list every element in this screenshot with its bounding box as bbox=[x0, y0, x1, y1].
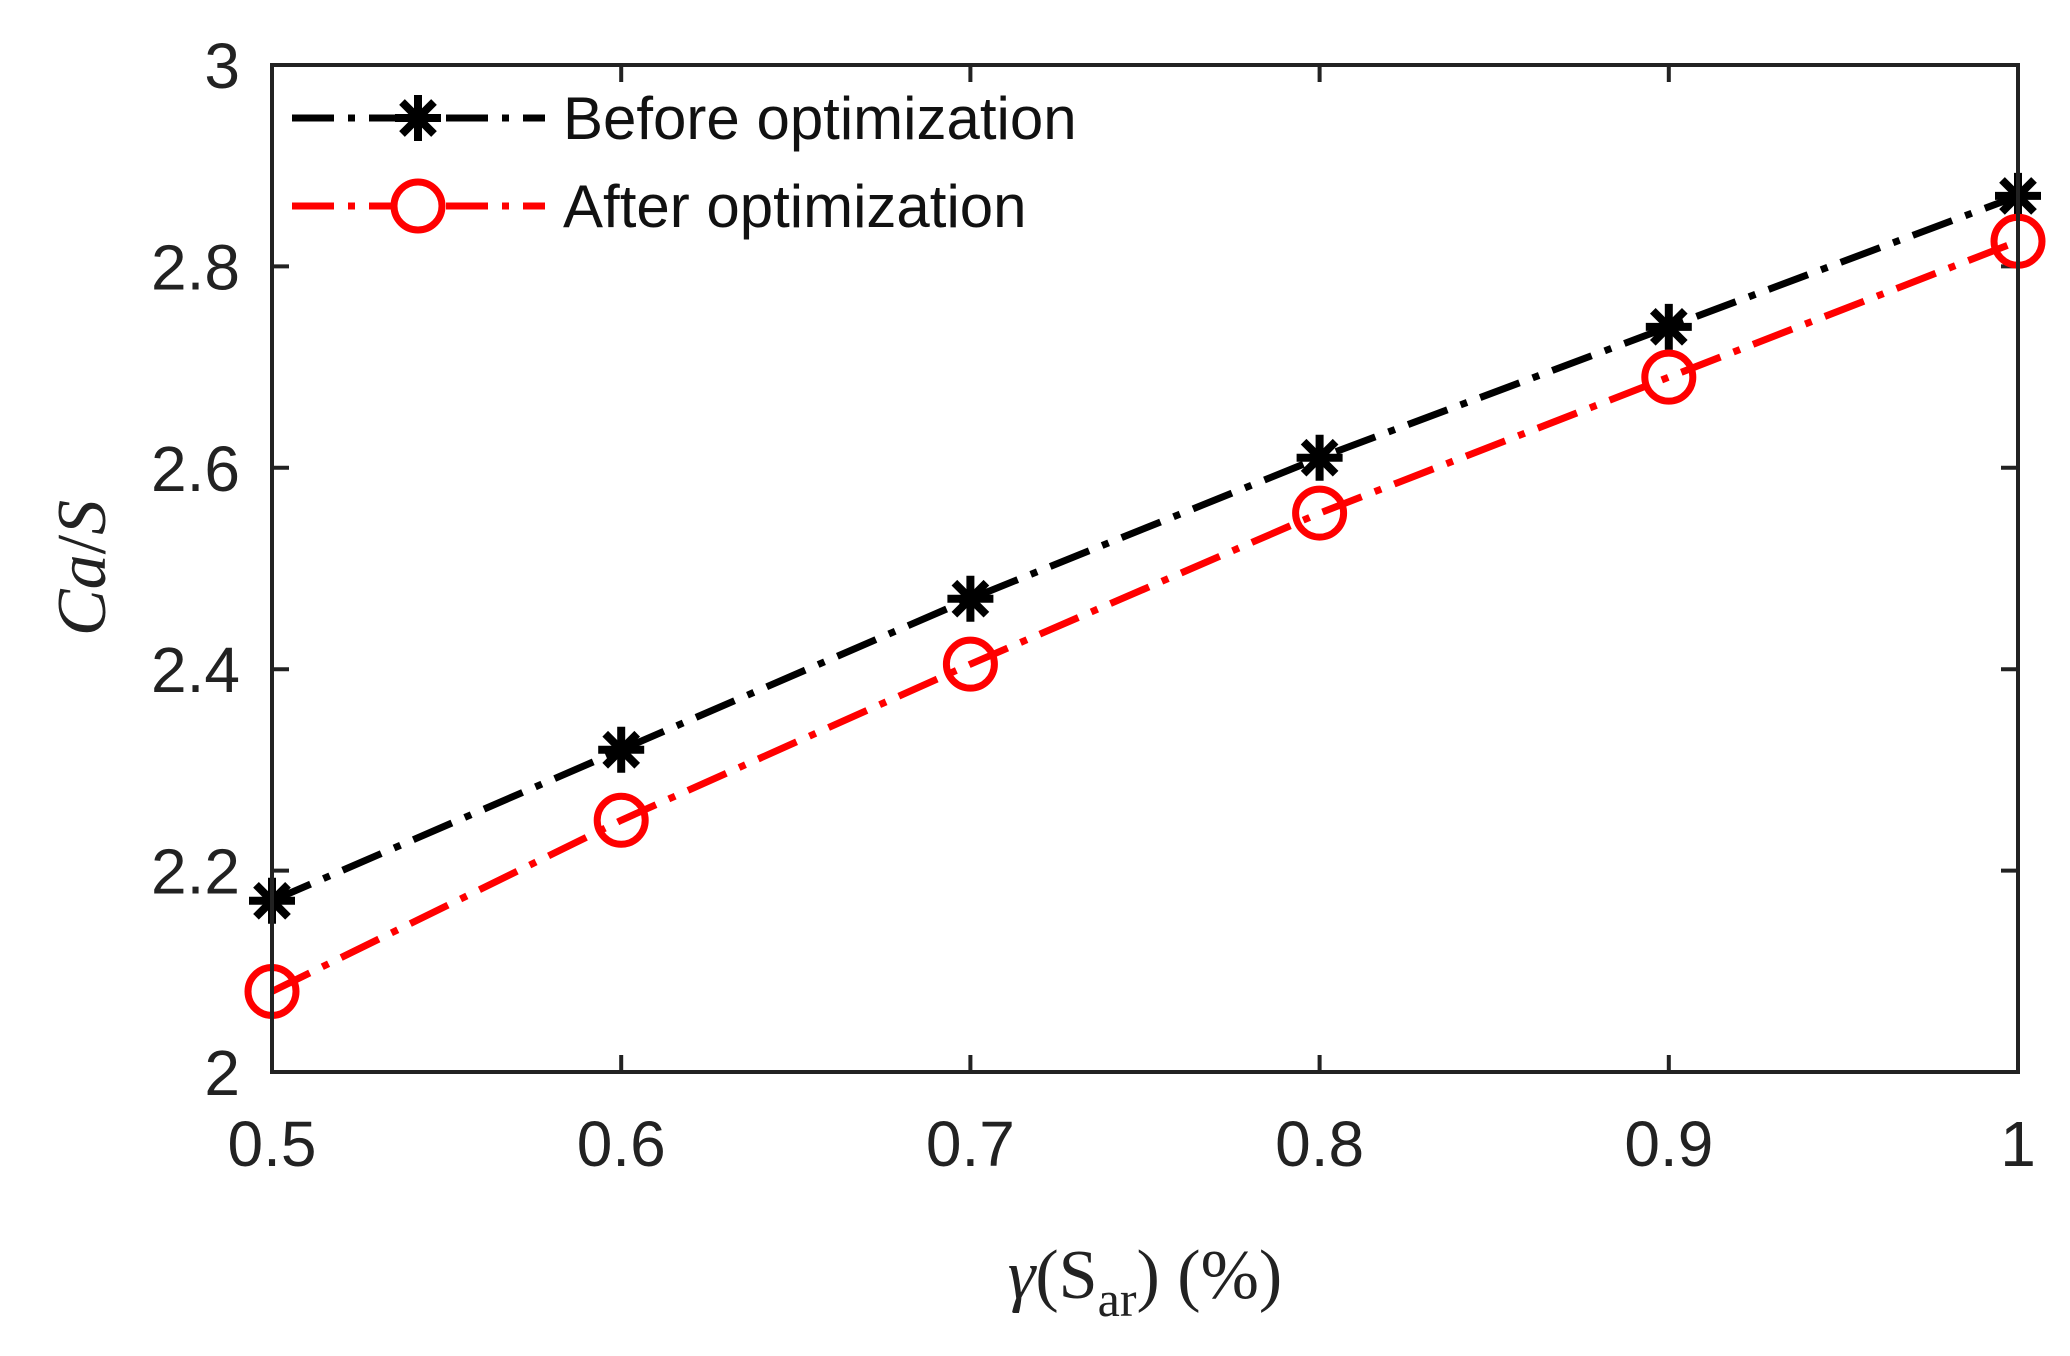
legend-marker-before bbox=[395, 95, 441, 141]
y-axis-title: Ca/S bbox=[44, 500, 121, 636]
y-tick-label: 2.2 bbox=[151, 836, 240, 908]
plot-frame bbox=[270, 63, 2020, 1074]
y-tick-label: 3 bbox=[204, 30, 240, 102]
data-point-before bbox=[947, 575, 994, 622]
x-tick-label: 0.5 bbox=[228, 1108, 317, 1180]
x-tick-label: 0.9 bbox=[1624, 1108, 1713, 1180]
y-tick-labels: 2 2.2 2.4 2.6 2.8 3 bbox=[151, 30, 240, 1109]
x-tick-label: 0.8 bbox=[1275, 1108, 1364, 1180]
legend-marker-after bbox=[390, 178, 446, 234]
x-tick-labels: 0.5 0.6 0.7 0.8 0.9 1 bbox=[228, 1108, 2036, 1180]
y-tick-label: 2.8 bbox=[151, 231, 240, 303]
x-axis-title: γ(Sar) (%) bbox=[1008, 1237, 1282, 1327]
y-tick-label: 2.4 bbox=[151, 634, 240, 706]
legend: Before optimization After optimization bbox=[292, 85, 1077, 240]
x-tick-label: 0.7 bbox=[926, 1108, 1015, 1180]
legend-label-before: Before optimization bbox=[563, 85, 1077, 152]
y-tick-label: 2 bbox=[204, 1037, 240, 1109]
data-point-after bbox=[593, 792, 649, 848]
data-point-before bbox=[598, 726, 645, 773]
y-tick-label: 2.6 bbox=[151, 433, 240, 505]
series-line-after bbox=[270, 237, 2020, 995]
data-point-after bbox=[942, 636, 998, 692]
data-point-before bbox=[1296, 434, 1343, 481]
legend-label-after: After optimization bbox=[563, 173, 1027, 240]
series-line-before bbox=[270, 192, 2020, 905]
data-point-after bbox=[1641, 349, 1697, 405]
x-tick-label: 1 bbox=[2000, 1108, 2036, 1180]
data-point-before bbox=[1645, 303, 1692, 350]
data-point-after bbox=[1292, 485, 1348, 541]
x-tick-label: 0.6 bbox=[577, 1108, 666, 1180]
